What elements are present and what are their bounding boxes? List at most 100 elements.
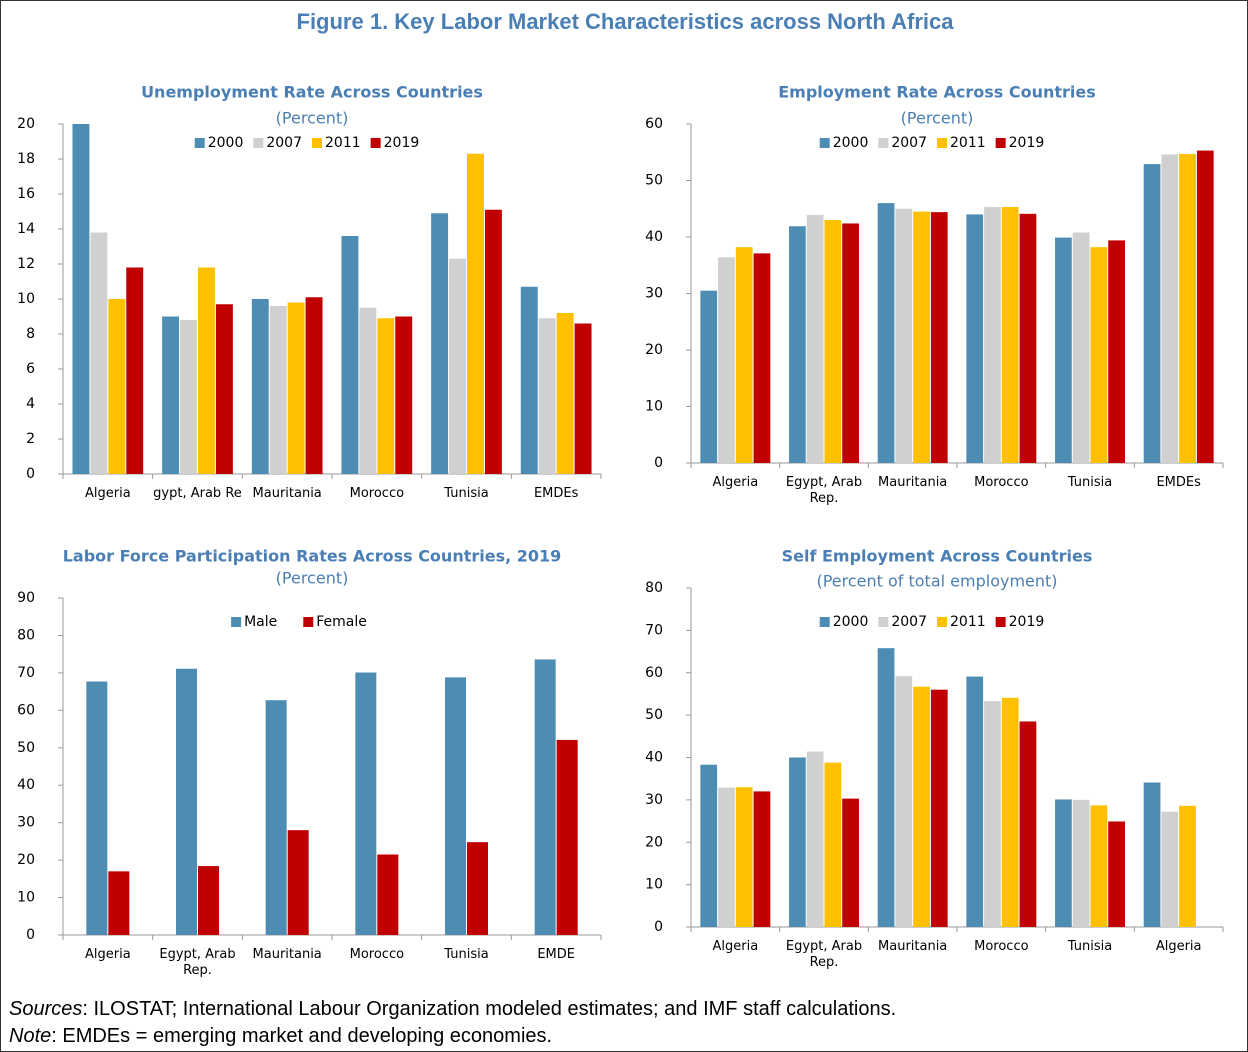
bar — [556, 739, 578, 935]
legend-label: 2019 — [1009, 135, 1045, 151]
bar — [269, 306, 287, 474]
bar — [1001, 697, 1019, 927]
bar — [355, 672, 377, 935]
x-label-box: EMDE — [537, 947, 575, 962]
bar — [895, 676, 913, 927]
x-tick-label: Algeria — [712, 475, 759, 490]
legend-label: 2011 — [950, 135, 986, 151]
x-tick-label: Morocco — [974, 475, 1029, 490]
y-tick-label: 0 — [654, 455, 663, 471]
bar — [1161, 154, 1179, 463]
bar — [930, 689, 948, 927]
bar — [789, 226, 806, 463]
y-tick-label: 80 — [645, 580, 663, 596]
x-tick-label: EMDE — [537, 947, 575, 962]
y-tick-label: 8 — [26, 326, 35, 342]
y-tick-label: 0 — [26, 466, 35, 482]
legend-swatch — [303, 617, 314, 627]
bar — [789, 757, 806, 927]
bar — [1055, 799, 1072, 927]
x-tick-label: Tunisia — [1067, 939, 1113, 954]
bar — [966, 214, 984, 463]
legend-swatch — [937, 138, 947, 148]
x-label-box: Egypt, Arab Rep. — [159, 947, 235, 978]
x-label-box: Morocco — [349, 947, 405, 962]
bar — [966, 676, 984, 927]
bar — [718, 257, 735, 463]
chart-subtitle: (Percent) — [276, 109, 349, 128]
x-label-box: Tunisia — [1067, 939, 1113, 954]
x-label-box: Egypt, Arab Rep. — [786, 475, 862, 506]
bar — [377, 318, 395, 474]
x-tick-label: Tunisia — [1067, 475, 1113, 490]
bar — [72, 124, 90, 474]
y-tick-label: 80 — [17, 627, 35, 643]
y-tick-label: 50 — [645, 173, 663, 189]
bar — [877, 648, 895, 927]
y-tick-label: 16 — [17, 186, 35, 202]
x-tick-label: Morocco — [349, 947, 405, 962]
y-tick-label: 10 — [645, 399, 663, 415]
y-tick-label: 40 — [17, 777, 35, 793]
legend-label: 2007 — [266, 135, 302, 151]
x-tick-label: Morocco — [349, 486, 405, 501]
legend-swatch — [819, 617, 830, 627]
y-tick-label: 20 — [645, 834, 663, 850]
legend-label: 2000 — [833, 135, 869, 151]
y-tick-label: 60 — [645, 665, 663, 681]
chart-subtitle: (Percent) — [901, 109, 974, 128]
bar — [735, 247, 753, 463]
chart-subtitle: (Percent of total employment) — [816, 572, 1057, 591]
bar — [180, 320, 197, 474]
x-label-box: Mauritania — [252, 947, 322, 962]
y-tick-label: 50 — [17, 740, 35, 756]
legend-label: 2007 — [891, 135, 927, 151]
note-label: Note — [9, 1025, 52, 1047]
bar — [1072, 799, 1090, 927]
note: Note: EMDEs = emerging market and develo… — [9, 1023, 896, 1050]
x-tick-label: EMDEs — [1156, 475, 1201, 490]
legend: Male Female — [231, 614, 367, 630]
bar — [162, 316, 180, 474]
bar — [215, 304, 233, 474]
x-label-box: Morocco — [974, 939, 1028, 954]
y-tick-label: 10 — [645, 877, 663, 893]
bar — [377, 854, 399, 935]
y-tick-label: 4 — [26, 396, 35, 412]
y-tick-label: 70 — [17, 665, 35, 681]
x-tick-label: Mauritania — [252, 947, 322, 962]
legend-label: 2007 — [891, 614, 927, 630]
bar — [520, 286, 538, 474]
bar — [556, 313, 574, 474]
legend: 2000 2007 2011 2019 — [819, 614, 1044, 630]
note-text: : ILOSTAT; International Labour Organiza… — [82, 998, 897, 1020]
bar — [1179, 153, 1196, 463]
bar — [265, 700, 287, 935]
bar — [1108, 240, 1125, 463]
x-tick-label: Mauritania — [878, 475, 948, 490]
bar — [251, 299, 269, 474]
bar — [395, 316, 413, 474]
y-tick-label: 30 — [17, 815, 35, 831]
legend-swatch — [231, 617, 242, 627]
y-tick-label: 18 — [17, 151, 35, 167]
y-tick-label: 90 — [17, 590, 35, 606]
note: Sources: ILOSTAT; International Labour O… — [9, 996, 896, 1023]
bar — [877, 203, 895, 463]
x-label-box: Tunisia — [444, 486, 488, 501]
y-tick-label: 60 — [17, 702, 35, 718]
bar — [718, 787, 735, 927]
legend-label: 2011 — [950, 614, 986, 630]
y-tick-label: 40 — [645, 229, 663, 245]
bar — [1001, 207, 1019, 463]
y-tick-label: 10 — [17, 890, 35, 906]
bar — [287, 302, 305, 474]
y-tick-label: 30 — [645, 286, 663, 302]
y-tick-label: 20 — [17, 116, 35, 132]
chart-title: Labor Force Participation Rates Across C… — [63, 547, 562, 566]
bar — [824, 762, 842, 927]
bar — [735, 787, 753, 927]
x-tick-label: Algeria — [712, 939, 759, 954]
legend-swatch — [995, 138, 1006, 148]
